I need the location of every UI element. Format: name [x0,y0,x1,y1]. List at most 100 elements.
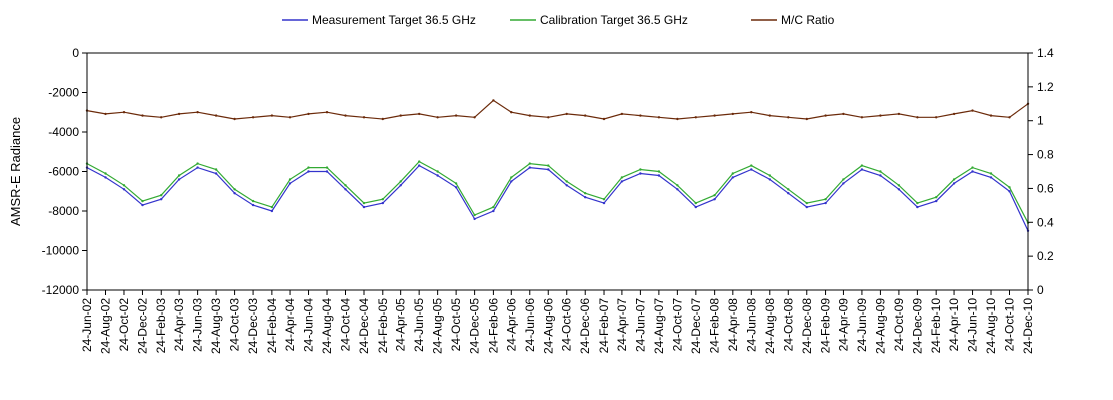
series-0-point [1008,190,1011,193]
series-2-point [177,112,181,116]
series-0-point [657,174,661,177]
series-0-point [362,205,366,209]
x-tick-label: 24-Oct-02 [117,298,131,352]
series-0-point [233,192,236,195]
series-2-point [713,114,716,117]
series-1-point [196,162,199,165]
series-1-point [860,164,864,167]
series-0-point [399,184,402,187]
series-2-point [694,116,697,119]
series-2-point [473,116,476,119]
series-2-point [381,117,384,121]
x-tick-label: 24-Aug-09 [873,298,887,354]
series-2-point [768,114,771,117]
series-2-point [362,116,366,119]
x-tick-label: 24-Feb-06 [486,298,500,354]
series-0-point [584,196,587,199]
series-1-point [122,184,126,187]
series-2-point [492,99,495,102]
series-0-point [824,201,827,205]
series-0-point [842,182,845,185]
series-0-point [418,164,421,167]
series-0-point [122,188,126,191]
series-2-point [270,114,274,117]
x-tick-label: 24-Feb-10 [929,298,943,354]
series-0-point [639,172,642,175]
x-tick-label: 24-Jun-10 [966,298,980,352]
series-2-point [344,114,347,117]
series-2-point [787,116,790,119]
series-1-point [639,168,642,171]
y2-tick-label: 0.8 [1037,148,1054,162]
series-2-point [952,112,956,116]
series-1-point [565,180,568,183]
series-1-point [805,201,808,205]
series-2-point [916,116,919,119]
series-0-point [694,205,697,209]
x-tick-label: 24-Dec-08 [800,298,814,354]
series-1-point [307,166,310,169]
x-tick-label: 24-Dec-09 [910,298,924,354]
series-2-point [288,116,292,119]
x-tick-label: 24-Oct-04 [339,298,353,352]
series-1-point [657,170,661,173]
x-tick-label: 24-Oct-10 [1003,298,1017,352]
series-1-point [141,199,144,203]
x-tick-label: 24-Dec-03 [246,298,260,354]
series-0-point [510,180,513,183]
legend-label-0: Measurement Target 36.5 GHz [312,13,476,27]
series-2-point [325,111,329,114]
y-tick-label: -4000 [48,125,79,139]
series-2-point [971,109,974,112]
x-tick-label: 24-Feb-05 [376,298,390,354]
series-2-point [842,112,845,116]
series-0-point [971,170,974,173]
series-0-point [177,178,181,181]
series-0-point [307,170,310,173]
legend-label-1: Calibration Target 36.5 GHz [540,13,688,27]
x-tick-label: 24-Oct-03 [228,298,242,352]
series-2-point [454,114,458,117]
series-2-point [639,114,642,117]
x-tick-label: 24-Dec-05 [468,298,482,354]
series-2-point [860,116,864,119]
legend: Measurement Target 36.5 GHz Calibration T… [282,13,835,27]
x-tick-label: 24-Aug-02 [98,298,112,354]
series-2-point [565,112,568,116]
x-tick-label: 24-Apr-10 [947,298,961,352]
y2-tick-label: 1 [1037,114,1044,128]
series-0-point [344,188,347,191]
series-2-point [879,114,882,117]
x-tick-label: 24-Feb-04 [265,298,279,354]
series-2-point [989,114,993,117]
series-1-point [787,188,790,191]
legend-label-2: M/C Ratio [781,13,835,27]
series-1-point [971,166,974,169]
y-tick-label: 0 [72,46,79,60]
series-1-point [584,192,587,195]
series-0-point [860,168,864,171]
series-line-1 [86,160,1029,224]
series-0-point [879,174,882,177]
x-tick-label: 24-Aug-08 [763,298,777,354]
plot-frame [86,52,1029,291]
series-1-point [768,174,771,177]
series-1-point [547,164,550,167]
series-0-point [436,174,439,177]
series-line-0 [86,164,1029,232]
series-1-point [1008,186,1011,189]
y2-tick-label: 0 [1037,283,1044,297]
series-1-point [177,174,181,177]
series-1-point [214,168,218,171]
x-tick-label: 24-Oct-09 [892,298,906,352]
series-1-point [750,164,753,167]
series-1-point [510,176,513,179]
series-1-point [879,170,882,173]
x-tick-label: 24-Aug-04 [320,298,334,354]
series-2-point [510,111,513,114]
x-tick-label: 24-Aug-05 [431,298,445,354]
series-0-point [325,170,329,173]
x-tick-label: 24-Apr-06 [504,298,518,352]
x-tick-label: 24-Jun-08 [744,298,758,352]
